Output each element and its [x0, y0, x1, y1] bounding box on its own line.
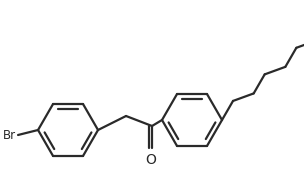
Text: Br: Br — [3, 130, 16, 142]
Text: O: O — [145, 153, 156, 167]
